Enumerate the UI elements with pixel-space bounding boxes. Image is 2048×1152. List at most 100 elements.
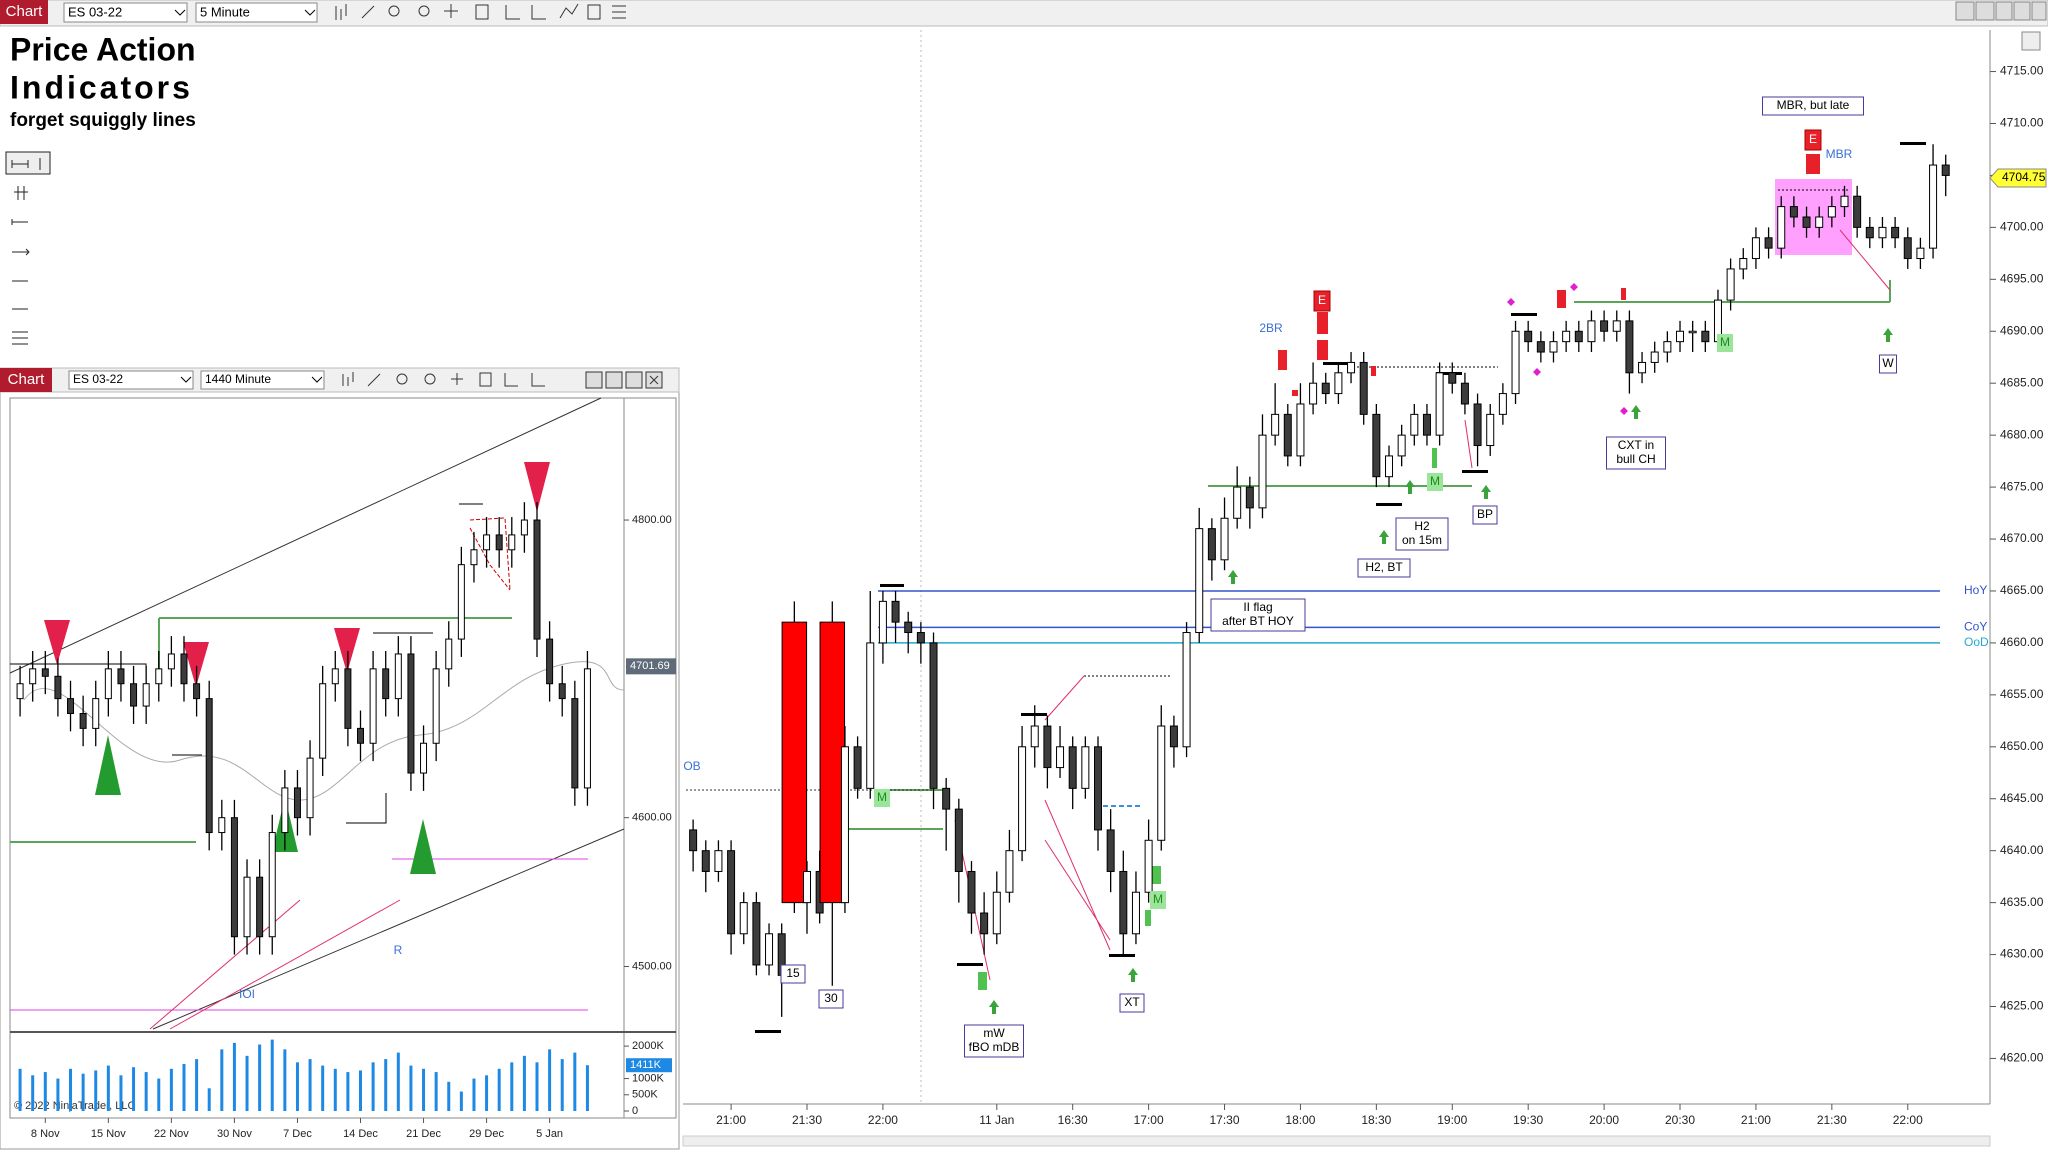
x-tick-label: 7 Dec [283, 1128, 312, 1140]
price-marker [626, 658, 676, 675]
candle-body [1106, 829, 1115, 872]
candle-body [67, 698, 75, 714]
instrument-select[interactable] [63, 2, 188, 23]
candle-body [1625, 320, 1634, 374]
candle-body [992, 891, 1001, 935]
inset-window [0, 367, 680, 1150]
candle-body [1018, 746, 1027, 852]
y-tick-label: 4660.00 [2000, 635, 2044, 649]
y-tick-label: 4700.00 [2000, 220, 2044, 234]
candle-body [445, 638, 453, 670]
candle-body [1562, 330, 1571, 343]
x-tick-label: 17:30 [1210, 1113, 1240, 1127]
candle-body [701, 850, 710, 872]
y-tick-label: 4675.00 [2000, 479, 2044, 493]
candle-body [1600, 320, 1609, 332]
candle-body [904, 621, 913, 634]
candle-body [1334, 372, 1343, 395]
candle-body [180, 653, 188, 685]
annotation-box [1119, 993, 1145, 1013]
toolbar-icons[interactable] [335, 3, 626, 20]
candle-body [1144, 839, 1153, 893]
candle-body [1853, 195, 1862, 228]
candle-body [1827, 206, 1836, 218]
candle-body [1701, 330, 1710, 343]
x-tick-label: 8 Nov [31, 1128, 60, 1140]
volume-bar [472, 1078, 476, 1111]
candle-body [1891, 226, 1900, 239]
candle-body [1131, 891, 1140, 935]
annotation: W [1882, 356, 1894, 370]
candle-body [1903, 237, 1912, 260]
annotation-box [874, 789, 890, 807]
candle-body [1840, 195, 1849, 208]
candle-body [689, 829, 698, 852]
candle-body [967, 870, 976, 914]
volume-bar [535, 1062, 539, 1111]
volume-bar [81, 1073, 85, 1111]
candle-body [1157, 725, 1166, 841]
candle-body [193, 683, 201, 700]
candle-body [230, 817, 238, 938]
annotation-box [780, 964, 806, 984]
candle-body [1068, 746, 1077, 789]
interval-select[interactable] [195, 2, 318, 23]
annotation: M [1720, 335, 1730, 349]
volume-bar [56, 1078, 60, 1111]
toolbar-icons[interactable] [342, 371, 663, 389]
y-tick-label: 4685.00 [2000, 375, 2044, 389]
candle-body [1296, 403, 1305, 457]
candle-body [954, 808, 963, 872]
x-tick-label: 19:00 [1437, 1113, 1467, 1127]
y-tick-label: 500K [632, 1089, 658, 1101]
candle-body [1587, 320, 1596, 343]
interval-label: 5 Minute [200, 4, 250, 19]
candle-body [866, 642, 875, 789]
drawing-toolbar[interactable] [5, 151, 51, 345]
annotation: M [877, 790, 887, 804]
price-marker [1989, 168, 2047, 188]
volume-bar [119, 1075, 123, 1111]
volume-bar [497, 1068, 501, 1111]
highlight-box [1775, 179, 1852, 255]
volume-bar [157, 1078, 161, 1111]
candle-body [571, 698, 579, 789]
candle-body [407, 653, 415, 774]
candle-body [1448, 372, 1457, 384]
annotation: E [1318, 293, 1326, 307]
annotation-box [1879, 354, 1897, 374]
candle-body [268, 832, 276, 938]
candle-body [319, 683, 327, 759]
interval-select[interactable] [200, 370, 325, 390]
window-buttons[interactable] [1955, 1, 2047, 21]
down-triangles [44, 462, 550, 687]
candle-body [1739, 258, 1748, 270]
volume-bar [69, 1068, 73, 1111]
tab-label: Chart [6, 3, 44, 20]
annotation: after BT HOY [1222, 614, 1294, 628]
candle-body [1460, 382, 1469, 405]
tab[interactable] [0, 368, 52, 392]
x-tick-label: 21:30 [792, 1113, 822, 1127]
annotation: MBR [1826, 147, 1853, 161]
dropdown-arrow [180, 376, 192, 383]
candle-body [167, 653, 175, 670]
volume-bar [422, 1068, 426, 1111]
scrollbar[interactable] [682, 1135, 1991, 1147]
candle-body [92, 698, 100, 729]
candle-body [1549, 341, 1558, 353]
candle-body [1195, 528, 1204, 634]
tab[interactable] [0, 0, 48, 24]
x-tick-label: 16:30 [1058, 1113, 1088, 1127]
candle-body [130, 683, 138, 707]
volume-bar [560, 1059, 564, 1111]
instrument-select[interactable] [68, 370, 194, 390]
volume-bar [295, 1062, 299, 1111]
y-tick-label: 4715.00 [2000, 64, 2044, 78]
annotation-box [1762, 96, 1864, 116]
x-tick-label: 17:00 [1134, 1113, 1164, 1127]
candle-body [1524, 330, 1533, 343]
corner-button[interactable] [2021, 31, 2041, 51]
annotation-box [1804, 129, 1822, 151]
header-title: Price Action [10, 31, 196, 67]
